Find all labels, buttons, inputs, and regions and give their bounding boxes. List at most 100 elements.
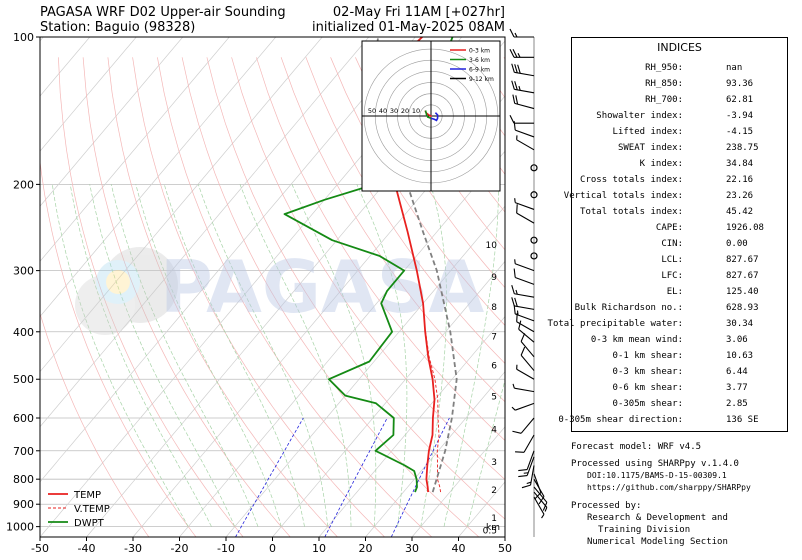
legend-label: TEMP: [73, 490, 101, 501]
index-label: LFC:: [661, 271, 683, 281]
wind-barb: [513, 121, 535, 138]
hodograph-legend-label: 0-3 km: [469, 48, 490, 55]
index-value: 23.26: [726, 191, 754, 201]
indices-row: LFC: 827.67: [572, 271, 787, 287]
index-label: 0-305m shear direction:: [558, 415, 683, 425]
barb-staff: [514, 102, 535, 110]
height-label: 5: [491, 393, 497, 403]
wind-barb: [511, 80, 535, 94]
moist-adiabat-line: [420, 184, 447, 527]
indices-panel: INDICES RH_950: nan RH_850: 93.36 RH_700: 62.…: [548, 37, 788, 432]
chart-legend: TEMP V.TEMP DWPT: [48, 490, 110, 529]
doi-text: DOI:10.1175/BAMS-D-15-00309.1: [587, 471, 727, 480]
processed-using-text: Processed using SHARPpy v.1.4.0: [571, 459, 739, 469]
chart-title-right: 02-May Fri 11AM [+027hr] initialized 01-M…: [312, 5, 505, 35]
barb-half-flag: [516, 310, 519, 316]
index-value: 30.34: [726, 319, 754, 329]
mixing-ratio-line: [324, 417, 388, 537]
dry-adiabat-line: [58, 57, 244, 537]
barb-half-flag: [511, 406, 516, 411]
isotherm-line: [40, 37, 277, 318]
chart-title-left: PAGASA WRF D02 Upper-air Sounding Station…: [40, 5, 286, 35]
barb-staff: [514, 305, 535, 310]
wind-barb: [511, 297, 535, 310]
indices-row: RH_850: 93.36: [572, 79, 787, 95]
barb-flag: [511, 285, 515, 294]
barb-flag: [521, 484, 531, 489]
index-label: 0-1 km shear:: [612, 351, 683, 361]
y-tick-label: 900: [13, 498, 34, 511]
barb-half-flag: [514, 32, 518, 38]
hodograph-range-label: 40: [379, 107, 387, 115]
x-tick-label: 40: [452, 542, 466, 555]
wind-barb: [518, 450, 535, 472]
x-tick-label: -20: [171, 542, 189, 555]
series-vtemp-line: [425, 331, 442, 493]
barb-staff: [518, 328, 535, 343]
index-value: 3.77: [726, 383, 748, 393]
moist-adiabat-line: [69, 184, 212, 527]
index-label: Bulk Richardson no.:: [574, 303, 683, 313]
division-text-line1: Research & Development and: [587, 513, 728, 523]
index-label: LCL:: [661, 255, 683, 265]
barb-flag: [520, 346, 526, 356]
moist-adiabat-line: [135, 184, 282, 527]
index-value: 45.42: [726, 207, 754, 217]
barb-flag: [516, 204, 518, 214]
indices-row: 0-6 km shear: 3.77: [572, 383, 787, 399]
index-value: 2.85: [726, 399, 748, 409]
wind-barb: [512, 417, 535, 434]
mixing-ratio-line: [390, 417, 450, 537]
dry-adiabat-line: [305, 57, 505, 365]
barb-staff: [515, 129, 535, 138]
x-tick-label: 10: [312, 542, 326, 555]
barb-flag: [514, 81, 518, 90]
hodograph-legend-label: 3-6 km: [469, 57, 490, 64]
height-label: 7: [491, 332, 497, 342]
height-label: 8: [491, 303, 497, 313]
wind-barb: [513, 268, 535, 285]
barb-flag: [513, 305, 516, 315]
dry-adiabat-line: [231, 57, 505, 481]
index-label: Total precipitable water:: [547, 319, 683, 329]
height-unit-label: km: [486, 523, 500, 533]
barb-half-flag: [515, 289, 518, 295]
index-value: 628.93: [726, 303, 759, 313]
index-label: SWEAT index:: [617, 143, 683, 153]
dry-adiabat-line: [256, 57, 505, 441]
index-label: 0-3 km shear:: [612, 367, 683, 377]
calm-wind-circle: [530, 164, 538, 172]
indices-row: LCL: 827.67: [572, 255, 787, 271]
barb-half-flag: [516, 364, 518, 370]
dry-adiabat-line: [379, 57, 505, 251]
y-tick-label: 800: [13, 473, 34, 486]
isotherm-line: [40, 37, 44, 42]
height-label: 10: [486, 241, 498, 251]
barb-flag: [518, 469, 528, 472]
x-tick-label: 50: [498, 542, 512, 555]
index-label: RH_850:: [645, 79, 683, 89]
wind-barb: [520, 333, 535, 358]
wind-barb: [513, 305, 535, 322]
indices-row: 0-3 km shear: 6.44: [572, 367, 787, 383]
legend-label: DWPT: [74, 518, 105, 529]
x-tick-label: 0: [269, 542, 276, 555]
y-tick-label: 600: [13, 412, 34, 425]
barb-flag: [517, 64, 521, 74]
barb-half-flag: [518, 85, 521, 91]
hodograph-range-label: 50: [368, 107, 376, 115]
hodograph-trace: [430, 112, 439, 122]
barb-flag: [512, 49, 518, 58]
division-text-line2: Training Division: [598, 525, 691, 535]
isotherm-line: [40, 37, 91, 97]
indices-row: SWEAT index: 238.75: [572, 143, 787, 159]
barb-half-flag: [517, 53, 521, 58]
isotherm-line: [318, 316, 505, 537]
indices-row: 0-1 km shear: 10.63: [572, 351, 787, 367]
y-tick-label: 200: [13, 178, 34, 191]
moist-adiabat-line: [239, 184, 352, 527]
barb-flag: [509, 28, 515, 38]
calm-wind-circle: [530, 191, 538, 199]
index-label: CIN:: [661, 239, 683, 249]
isotherm-line: [272, 260, 505, 537]
